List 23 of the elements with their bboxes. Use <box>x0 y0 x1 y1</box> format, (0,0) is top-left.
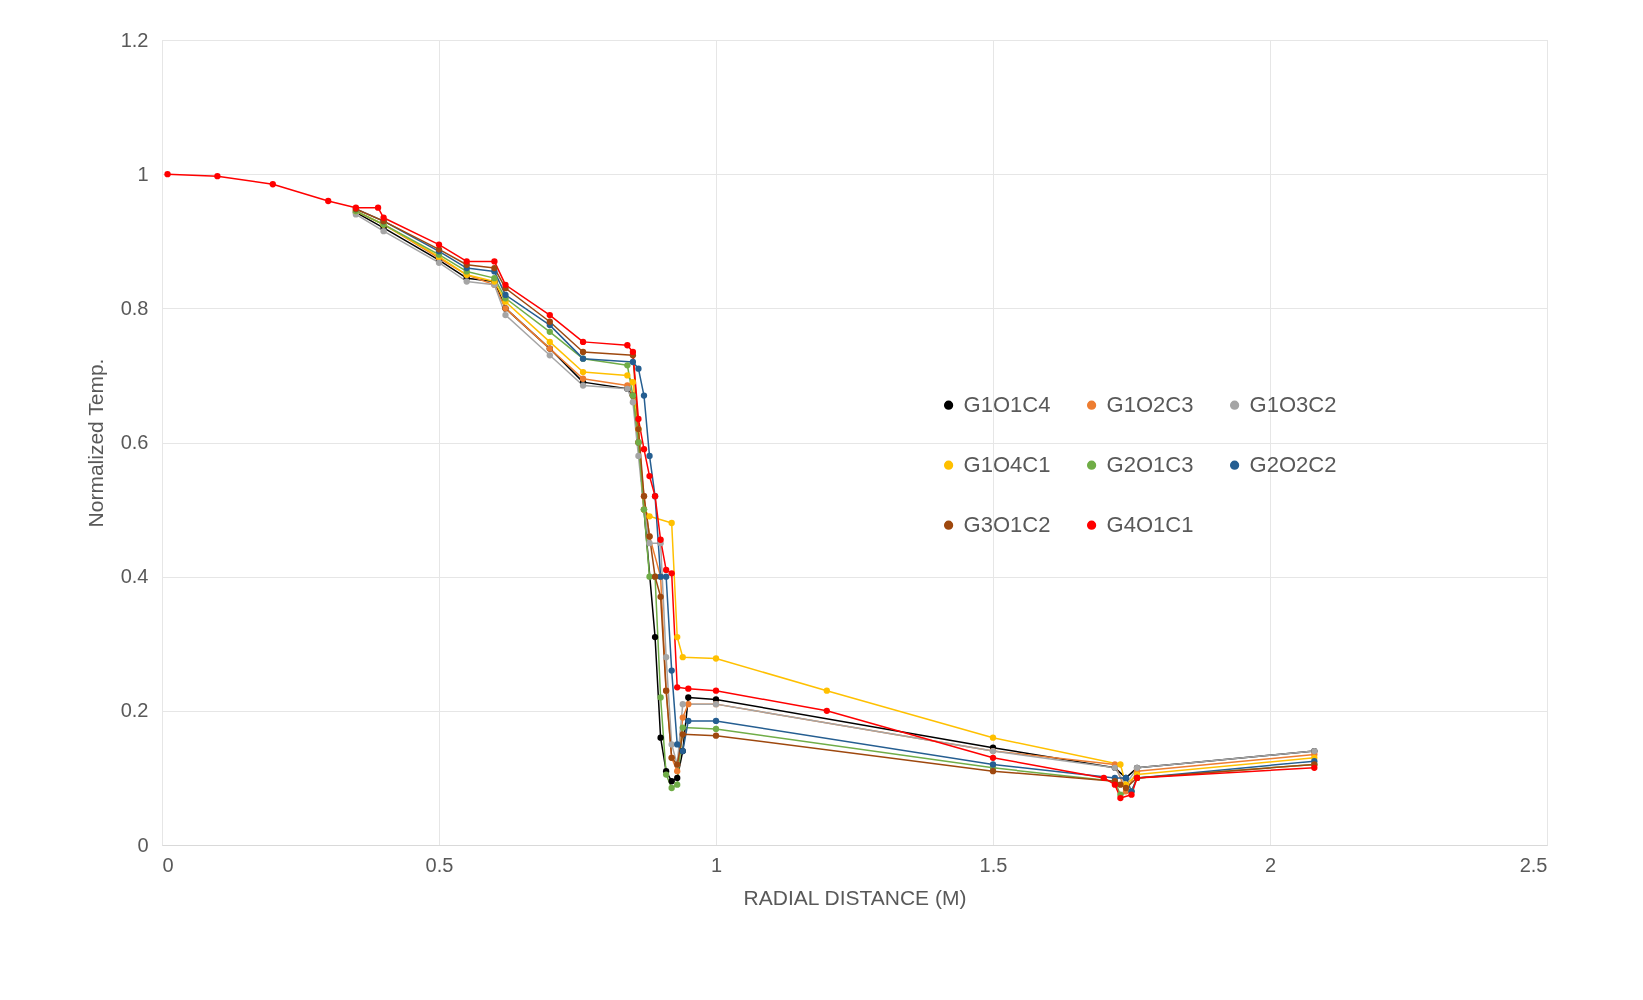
x-tick-label: 1 <box>710 853 723 876</box>
legend-label: G1O2C3 <box>1106 392 1194 418</box>
legend-label: G1O1C4 <box>963 392 1051 418</box>
y-tick-label: 1 <box>137 162 149 185</box>
legend-label: G1O4C1 <box>963 452 1051 478</box>
legend-label: G1O3C2 <box>1249 392 1337 418</box>
y-tick-label: 0.6 <box>120 431 149 453</box>
legend-label: G2O1C3 <box>1106 452 1194 478</box>
legend-label: G2O2C2 <box>1249 452 1337 478</box>
x-tick-label: 2 <box>1264 853 1277 876</box>
x-tick-label: 0 <box>162 853 174 876</box>
y-tick-label: 1.2 <box>120 28 149 51</box>
y-axis-title: Normalized Temp. <box>83 358 107 528</box>
y-tick-label: 0.4 <box>120 565 149 588</box>
y-tick-label: 0 <box>137 833 149 856</box>
x-tick-label: 1.5 <box>979 853 1008 876</box>
x-axis-title: RADIAL DISTANCE (M) <box>743 885 967 909</box>
y-tick-label: 0.8 <box>120 296 149 319</box>
legend-label: G3O1C2 <box>963 512 1051 538</box>
x-tick-label: 2.5 <box>1519 853 1548 876</box>
legend-label: G4O1C1 <box>1106 512 1194 538</box>
y-tick-label: 0.2 <box>120 699 149 722</box>
x-tick-label: 0.5 <box>425 853 454 876</box>
